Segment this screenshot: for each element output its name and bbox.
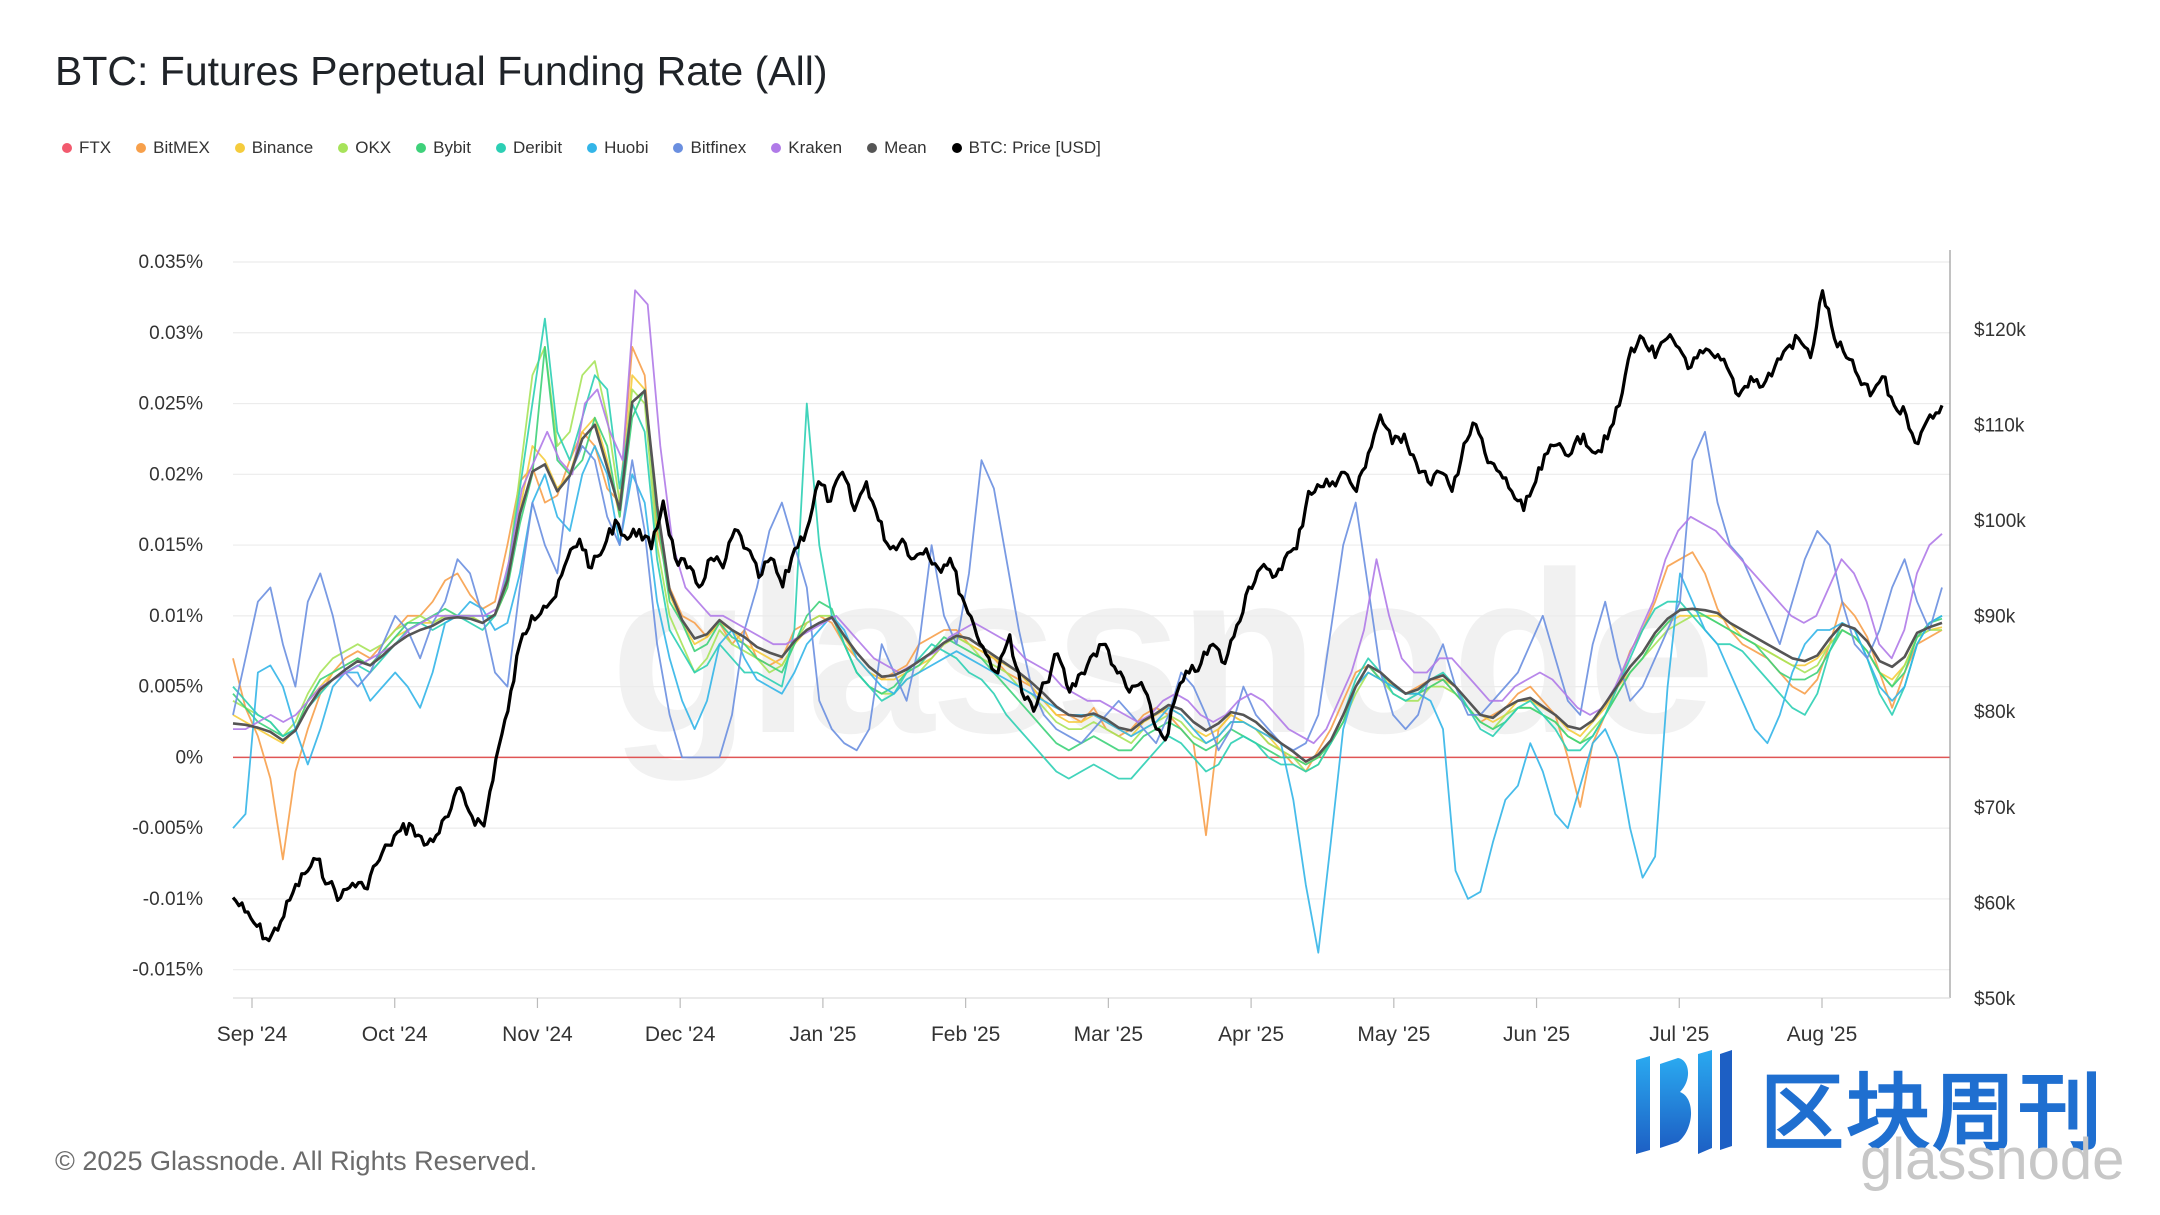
y-right-tick-label: $90k	[1974, 607, 2016, 628]
y-right-tick-label: $50k	[1974, 989, 2016, 1010]
y-left-tick-label: 0.01%	[149, 606, 203, 627]
legend-label: OKX	[355, 138, 392, 157]
copyright-text: © 2025 Glassnode. All Rights Reserved.	[55, 1146, 538, 1176]
y-right-tick-label: $60k	[1974, 893, 2016, 914]
y-right-tick-label: $70k	[1974, 798, 2016, 819]
x-tick-label: Jul '25	[1649, 1023, 1709, 1046]
x-tick-label: Jan '25	[789, 1023, 856, 1046]
legend-label: Huobi	[604, 138, 649, 157]
legend-item[interactable]: BitMEX	[136, 138, 210, 158]
series-line-bybit	[232, 346, 1943, 766]
series-line-mean	[232, 389, 1943, 763]
y-left-tick-label: -0.01%	[143, 889, 203, 910]
y-left-tick-label: 0.025%	[139, 394, 204, 415]
legend-dot-icon	[673, 143, 684, 153]
x-tick-label: Dec '24	[645, 1023, 716, 1046]
y-right-tick-label: $80k	[1974, 702, 2016, 723]
legend-dot-icon	[338, 143, 349, 153]
legend-item[interactable]: Huobi	[587, 138, 648, 158]
block-weekly-logo-icon	[1636, 1050, 1732, 1154]
brand-logo: 区块周刊 glassnode	[1628, 1040, 2148, 1200]
y-right-tick-label: $120k	[1974, 320, 2026, 341]
legend-dot-icon	[62, 143, 72, 153]
y-left-tick-label: 0.035%	[139, 252, 204, 273]
series-line-bitfinex	[232, 430, 1943, 759]
x-tick-label: Nov '24	[502, 1023, 573, 1046]
legend-item[interactable]: OKX	[338, 138, 391, 158]
x-tick-label: Jun '25	[1503, 1023, 1570, 1046]
y-left-tick-label: 0.02%	[149, 464, 203, 485]
legend-item[interactable]: Binance	[234, 138, 314, 158]
logo-glassnode-text: glassnode	[1860, 1127, 2125, 1192]
legend-dot-icon	[416, 143, 427, 153]
legend-item[interactable]: Deribit	[495, 138, 563, 158]
legend-label: BTC: Price [USD]	[968, 138, 1101, 157]
y-left-tick-label: 0.015%	[139, 535, 204, 556]
y-left-tick-label: -0.015%	[132, 960, 203, 981]
chart-title: BTC: Futures Perpetual Funding Rate (All…	[55, 48, 828, 94]
legend: FTX BitMEX Binance OKX Bybit Deribit Huobi Bitf…	[62, 138, 1126, 158]
legend-item[interactable]: Mean	[867, 138, 927, 158]
legend-item[interactable]: BTC: Price [USD]	[951, 138, 1101, 158]
y-left-tick-label: 0%	[176, 747, 204, 768]
legend-label: Mean	[884, 138, 927, 157]
legend-item[interactable]: Bybit	[416, 138, 471, 158]
legend-dot-icon	[951, 143, 962, 153]
y-right-tick-label: $100k	[1974, 511, 2026, 532]
legend-dot-icon	[234, 143, 245, 153]
x-tick-label: Feb '25	[931, 1023, 1000, 1046]
logo-chinese-text: 区块周刊	[1760, 1064, 2105, 1162]
legend-dot-icon	[136, 143, 147, 153]
legend-dot-icon	[495, 143, 506, 153]
x-tick-label: May '25	[1357, 1023, 1430, 1046]
y-left-tick-label: 0.005%	[139, 677, 204, 698]
legend-label: BitMEX	[153, 138, 210, 157]
legend-dot-icon	[867, 143, 878, 153]
series-line-binance	[232, 374, 1943, 766]
x-tick-label: Apr '25	[1218, 1023, 1284, 1046]
x-tick-label: Oct '24	[362, 1023, 428, 1046]
legend-item[interactable]: Kraken	[771, 138, 842, 158]
x-tick-label: Mar '25	[1074, 1023, 1143, 1046]
legend-dot-icon	[771, 143, 782, 153]
legend-item[interactable]: FTX	[62, 138, 111, 158]
legend-label: Kraken	[788, 138, 843, 157]
x-tick-label: Sep '24	[217, 1023, 288, 1046]
series-line-deribit	[232, 317, 1943, 780]
x-tick-label: Aug '25	[1787, 1023, 1858, 1046]
legend-label: Deribit	[512, 138, 563, 157]
y-right-tick-label: $110k	[1974, 415, 2025, 436]
legend-label: FTX	[79, 138, 112, 157]
series-line-bitmex	[232, 346, 1943, 861]
y-left-tick-label: 0.03%	[149, 323, 203, 344]
legend-item[interactable]: Bitfinex	[673, 138, 746, 158]
legend-label: Bitfinex	[690, 138, 747, 157]
series-line-kraken	[233, 289, 1943, 745]
legend-label: Bybit	[433, 138, 471, 157]
series-line-okx	[232, 346, 1942, 773]
legend-dot-icon	[587, 143, 598, 153]
y-left-tick-label: -0.005%	[132, 818, 203, 839]
legend-label: Binance	[251, 138, 314, 157]
series-line-btc-price	[231, 289, 1944, 943]
